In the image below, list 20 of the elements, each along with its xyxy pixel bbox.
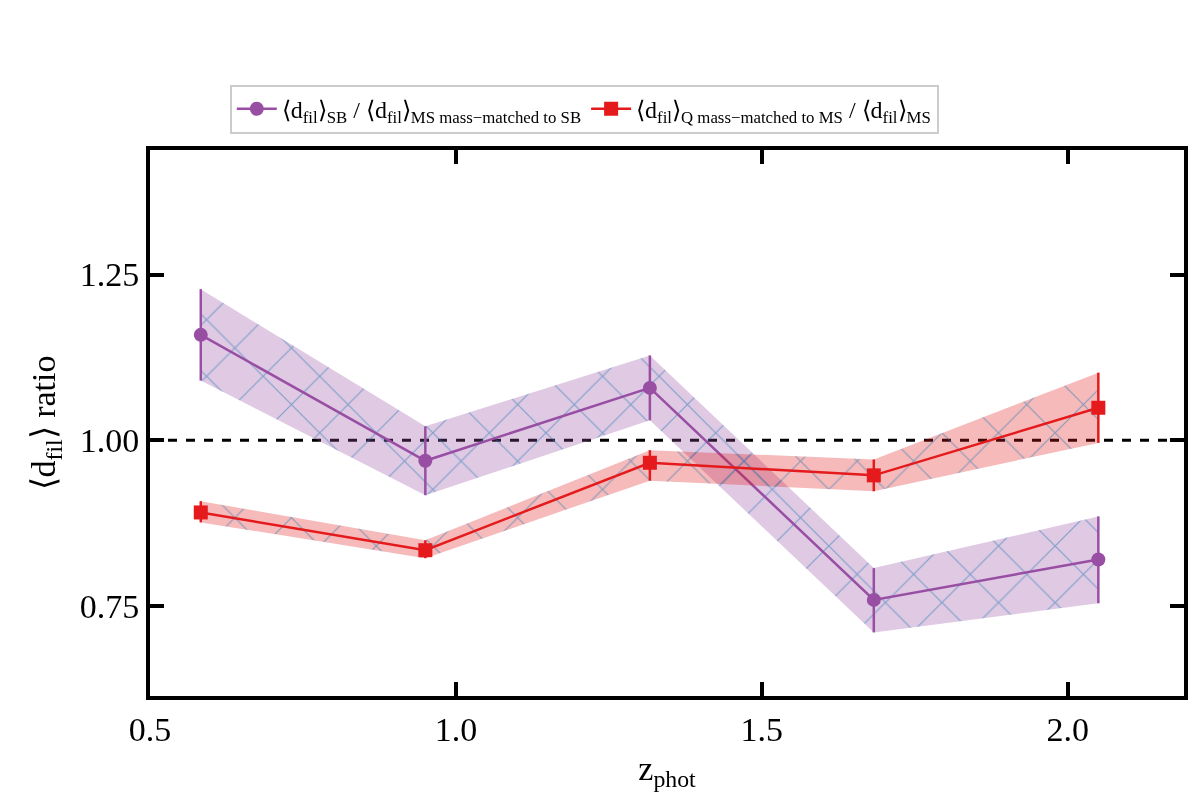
- point: [1091, 400, 1106, 415]
- point: [193, 327, 208, 342]
- x-tick-label: 1.0: [434, 710, 478, 748]
- x-tick-label: 2.0: [1046, 710, 1089, 748]
- point: [866, 468, 881, 483]
- legend-label: ⟨d$_{fil}$⟩$_{Q mass−matched to MS}$ / ⟨d$_{fil}$⟩$_{MS}$: [636, 97, 931, 128]
- y-tick-label: 1.25: [79, 256, 140, 294]
- y-tick-label: 1.00: [79, 422, 140, 460]
- point: [866, 592, 881, 607]
- point: [642, 380, 657, 395]
- x-tick-label: 0.5: [128, 710, 172, 748]
- y-tick-label: 0.75: [79, 587, 140, 625]
- point: [642, 455, 657, 470]
- point: [418, 543, 433, 558]
- point: [418, 453, 433, 468]
- point: [1091, 552, 1106, 567]
- x-axis-title: z$_{phot}$: [638, 749, 697, 792]
- x-tick-label: 1.5: [740, 710, 784, 748]
- point: [193, 505, 208, 520]
- legend-label: ⟨d$_{fil}$⟩$_{SB}$ / ⟨d$_{fil}$⟩$_{MS mass−matched to SB}$: [281, 97, 582, 128]
